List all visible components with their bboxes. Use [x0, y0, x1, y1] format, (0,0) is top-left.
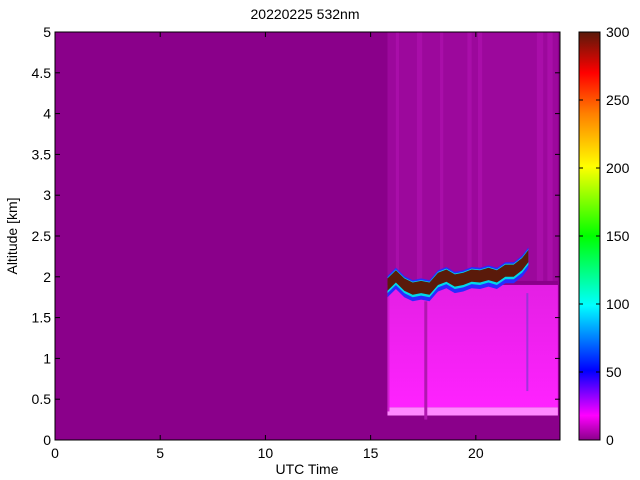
colorbar-tick-label: 300	[606, 24, 630, 40]
left-edge-line	[387, 293, 390, 412]
colorbar-tick-label: 200	[606, 160, 630, 176]
colorbar-tick-label: 0	[606, 432, 614, 448]
x-tick-label: 15	[363, 445, 379, 461]
x-tick-label: 5	[156, 445, 164, 461]
colorbar-tick-label: 250	[606, 92, 630, 108]
y-axis-ticks: 0 0.5 1 1.5 2 2.5 3 3.5 4 4.5 5	[32, 24, 560, 448]
y-tick-label: 5	[43, 24, 51, 40]
data-features	[387, 32, 558, 420]
x-tick-label: 0	[51, 445, 59, 461]
boundary-layer-aerosol	[387, 284, 558, 408]
cloud-top-layer	[387, 249, 529, 295]
near-surface-layer	[387, 407, 558, 416]
heatmap-plot-area	[55, 32, 560, 440]
x-tick-label: 20	[468, 445, 484, 461]
y-tick-label: 0.5	[32, 391, 52, 407]
x-axis-ticks: 0 5 10 15 20	[51, 32, 484, 461]
x-tick-label: 10	[258, 445, 274, 461]
x-axis-label: UTC Time	[276, 461, 339, 477]
y-tick-label: 0	[43, 432, 51, 448]
y-tick-label: 1.5	[32, 310, 52, 326]
colorbar-ticks: 0 50 100 150 200 250 300	[579, 24, 630, 448]
y-tick-label: 4	[43, 106, 51, 122]
colorbar-tick-label: 100	[606, 296, 630, 312]
colorbar-tick-label: 150	[606, 228, 630, 244]
y-axis-label: Altitude [km]	[4, 197, 20, 274]
colorbar-tick-label: 50	[606, 364, 622, 380]
y-tick-label: 4.5	[32, 65, 52, 81]
y-tick-label: 3.5	[32, 146, 52, 162]
upper-noise-region	[387, 32, 558, 281]
y-tick-label: 1	[43, 350, 51, 366]
colorbar: 0 50 100 150 200 250 300	[578, 24, 630, 448]
y-tick-label: 3	[43, 187, 51, 203]
dark-vertical-line	[526, 293, 529, 392]
dark-vertical-line	[424, 301, 428, 420]
y-tick-label: 2	[43, 269, 51, 285]
chart-title: 20220225 532nm	[251, 6, 360, 22]
y-tick-label: 2.5	[32, 228, 52, 244]
